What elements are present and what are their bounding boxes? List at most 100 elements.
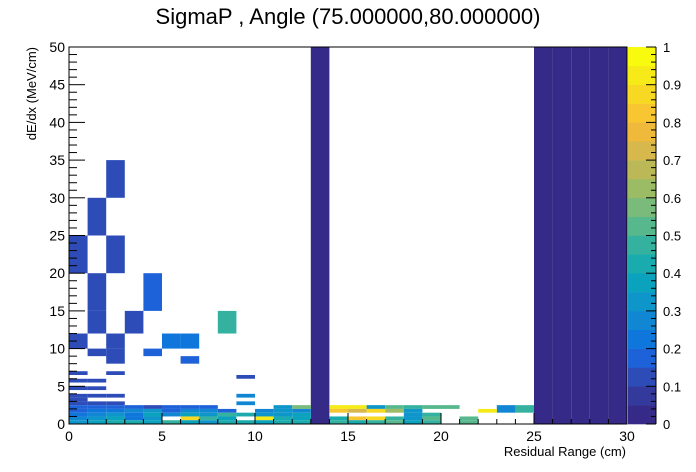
heatmap-cell xyxy=(255,420,274,424)
heatmap-cell xyxy=(106,420,125,424)
heatmap-cell xyxy=(180,356,200,364)
heatmap-cell xyxy=(385,405,404,409)
axis-ticks: 0 5 10 15 20 25 30 0 5 10 15 20 25 30 35 40 45 50 xyxy=(49,39,635,444)
heatmap-cell xyxy=(385,408,404,413)
heatmap-cell xyxy=(199,416,218,421)
heatmap-cell xyxy=(403,412,423,417)
heatmap-cell xyxy=(143,416,162,421)
heatmap-cell xyxy=(348,408,367,413)
heatmap-cell xyxy=(496,405,516,413)
heatmap-cell xyxy=(236,412,255,417)
heatmap-cell xyxy=(180,416,200,421)
heatmap-cell xyxy=(180,412,200,417)
heatmap-cell xyxy=(124,412,144,417)
heatmap-cell xyxy=(292,408,311,413)
heatmap-cell xyxy=(162,408,181,413)
palette-swatch xyxy=(628,84,656,104)
chart-title: SigmaP , Angle (75.000000,80.000000) xyxy=(156,4,541,29)
heatmap-cell xyxy=(348,405,367,409)
palette-swatch xyxy=(628,103,656,123)
heatmap-cell xyxy=(217,416,237,421)
heatmap-cell xyxy=(69,401,88,406)
x-tick-label: 0 xyxy=(65,428,73,444)
heatmap-cell xyxy=(403,416,423,421)
heatmap-cell xyxy=(106,235,125,274)
heatmap-cell xyxy=(329,416,348,421)
heatmap-cell xyxy=(69,408,88,413)
heatmap-cell xyxy=(106,412,125,417)
heatmap-cell xyxy=(273,412,293,417)
heatmap-cell xyxy=(292,412,311,417)
palette-tick-label: 0.9 xyxy=(663,78,681,93)
palette-tick-label: 0.4 xyxy=(663,266,681,281)
y-tick-label: 20 xyxy=(49,265,65,281)
heatmap-cell xyxy=(106,401,125,406)
heatmap-cell xyxy=(162,420,181,424)
palette-swatch xyxy=(628,197,656,217)
heatmap-cell xyxy=(106,333,125,349)
x-axis-label: Residual Range (cm) xyxy=(504,444,626,459)
heatmap-cell xyxy=(180,333,200,349)
heatmap-cell xyxy=(106,405,125,409)
heatmap-cell xyxy=(69,397,88,402)
heatmap-cell xyxy=(292,420,311,424)
heatmap-cell xyxy=(87,310,107,334)
heatmap-cell xyxy=(143,408,162,413)
heatmap-cell xyxy=(403,405,423,409)
heatmap-cell xyxy=(180,420,200,424)
heatmap-cell xyxy=(422,416,441,421)
heatmap-cell xyxy=(589,47,609,424)
heatmap-cell xyxy=(162,412,181,417)
heatmap-cell xyxy=(217,412,237,417)
x-tick-label: 20 xyxy=(433,428,449,444)
heatmap-cell xyxy=(366,405,386,409)
heatmap-cell xyxy=(236,420,255,424)
heatmap-cell xyxy=(69,378,88,383)
palette-swatch xyxy=(628,329,656,349)
heatmap-cell xyxy=(329,420,348,424)
palette-tick-label: 0.3 xyxy=(663,304,681,319)
heatmap-cell xyxy=(69,420,88,424)
heatmap-cell xyxy=(69,393,88,398)
heatmap-cell xyxy=(292,416,311,421)
heatmap-cell xyxy=(348,420,367,424)
heatmap-cell xyxy=(422,405,441,409)
heatmap-cell xyxy=(273,405,293,409)
heatmap-cell xyxy=(236,393,255,398)
palette-tick-label: 0.2 xyxy=(663,342,681,357)
y-tick-label: 5 xyxy=(57,378,65,394)
y-tick-label: 0 xyxy=(57,416,65,432)
palette-swatch xyxy=(628,160,656,180)
heatmap-cell xyxy=(571,47,590,424)
heatmap-cell xyxy=(348,416,367,421)
heatmap-cell xyxy=(403,420,423,424)
heatmap-cell xyxy=(69,386,88,391)
heatmap-cell xyxy=(143,348,162,357)
heatmap-cell xyxy=(329,405,348,409)
heatmap-cell xyxy=(255,412,274,417)
heatmap-cell xyxy=(87,405,107,409)
heatmap-cell xyxy=(217,408,237,413)
heatmap-cell xyxy=(459,420,479,424)
heatmap-cell xyxy=(143,420,162,424)
y-tick-label: 35 xyxy=(49,152,65,168)
y-tick-label: 50 xyxy=(49,39,65,55)
palette-swatch xyxy=(628,386,656,406)
x-tick-label: 15 xyxy=(340,428,356,444)
heatmap-cell xyxy=(478,408,497,413)
heatmap-cell xyxy=(366,408,386,413)
heatmap-cell xyxy=(69,416,88,421)
x-tick-label: 25 xyxy=(526,428,542,444)
heatmap-cell xyxy=(106,408,125,413)
heatmap-cell xyxy=(292,405,311,409)
heatmap-cell xyxy=(87,386,107,391)
heatmap-cell xyxy=(180,405,200,409)
palette-swatch xyxy=(628,405,656,425)
heatmap-cell xyxy=(366,420,386,424)
heatmap-cell xyxy=(106,160,125,198)
heatmap-cell xyxy=(199,420,218,424)
palette-tick-label: 0.8 xyxy=(663,115,681,130)
heatmap-cells xyxy=(69,47,627,424)
y-tick-label: 15 xyxy=(49,303,65,319)
